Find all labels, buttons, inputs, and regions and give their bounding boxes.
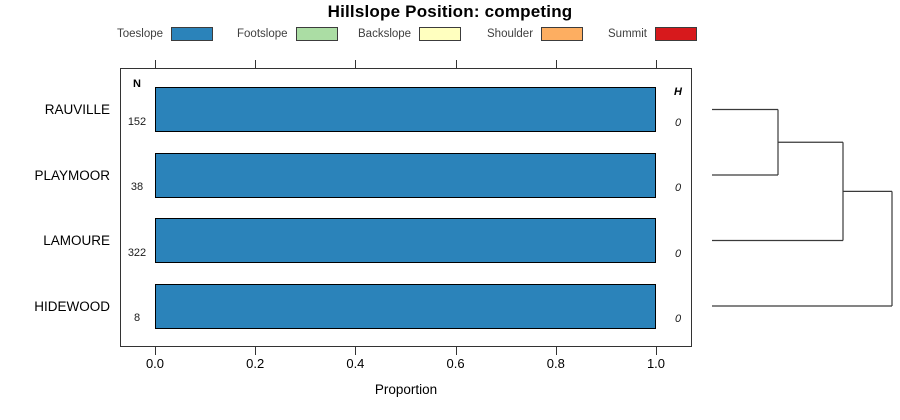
bar-segment-toeslope <box>156 219 655 262</box>
site-row: RAUVILLE 152 0 <box>0 77 900 143</box>
plot-area-border <box>120 68 692 347</box>
proportion-bar <box>155 218 656 263</box>
x-axis-tick-top <box>656 60 657 68</box>
legend-swatch-shoulder <box>541 27 584 41</box>
proportion-bar <box>155 152 656 198</box>
n-count: 322 <box>127 246 147 259</box>
x-axis-tick-bottom <box>355 347 357 355</box>
h-value: 0 <box>674 182 682 194</box>
legend-item-shoulder: Shoulder <box>487 26 584 42</box>
x-axis-tick-bottom <box>255 347 257 355</box>
x-axis-label: Proportion <box>374 382 438 397</box>
legend-label: Toeslope <box>117 28 164 40</box>
legend-item-summit: Summit <box>608 26 697 42</box>
legend-label: Shoulder <box>487 28 534 40</box>
site-label: PLAYMOOR <box>34 167 110 183</box>
site-label: HIDEWOOD <box>34 298 110 314</box>
bar-segment-toeslope <box>156 284 655 328</box>
n-count: 38 <box>130 181 144 193</box>
legend-item-backslope: Backslope <box>358 26 462 42</box>
legend-swatch-backslope <box>419 27 462 41</box>
proportion-bar <box>155 87 656 132</box>
x-axis-tick-top <box>455 60 457 68</box>
site-row: PLAYMOOR 38 0 <box>0 142 900 208</box>
n-column-header: N <box>133 78 141 90</box>
site-label: RAUVILLE <box>44 102 110 117</box>
legend-label: Footslope <box>237 28 288 40</box>
legend-swatch-footslope <box>295 27 338 41</box>
h-value: 0 <box>674 116 682 129</box>
site-row: LAMOURE 322 0 <box>0 208 900 274</box>
x-axis-tick-top <box>355 60 357 68</box>
x-axis-tick-bottom <box>455 347 457 355</box>
x-axis-tick-label: 0.8 <box>546 356 565 371</box>
x-axis-tick-label: 0.2 <box>246 356 265 371</box>
site-label: LAMOURE <box>43 233 110 248</box>
legend-item-toeslope: Toeslope <box>117 26 214 42</box>
n-count: 8 <box>133 312 141 324</box>
proportion-bar <box>155 283 656 329</box>
x-axis-tick-label: 0.4 <box>346 356 365 371</box>
x-axis-tick-bottom <box>555 347 557 355</box>
legend-label: Backslope <box>358 28 412 40</box>
x-axis-tick-bottom <box>656 347 657 355</box>
n-count: 152 <box>127 115 147 128</box>
h-value: 0 <box>674 247 682 260</box>
x-axis-tick-bottom <box>155 347 156 355</box>
bar-segment-toeslope <box>156 88 655 131</box>
legend-item-footslope: Footslope <box>237 26 338 42</box>
x-axis-tick-label: 0.0 <box>145 356 165 371</box>
x-axis-tick-label: 1.0 <box>646 356 666 371</box>
h-column-header: H <box>674 86 682 98</box>
legend-label: Summit <box>608 28 647 40</box>
h-value: 0 <box>674 313 682 325</box>
x-axis-tick-label: 0.6 <box>446 356 465 371</box>
legend-swatch-toeslope <box>171 27 214 41</box>
chart-title: Hillslope Position: competing <box>327 2 573 21</box>
x-axis-tick-top <box>555 60 557 68</box>
x-axis-tick-top <box>255 60 257 68</box>
x-axis-tick-top <box>155 60 156 68</box>
site-row: HIDEWOOD 8 0 <box>0 273 900 339</box>
bar-segment-toeslope <box>156 153 655 197</box>
legend-swatch-summit <box>654 27 697 41</box>
